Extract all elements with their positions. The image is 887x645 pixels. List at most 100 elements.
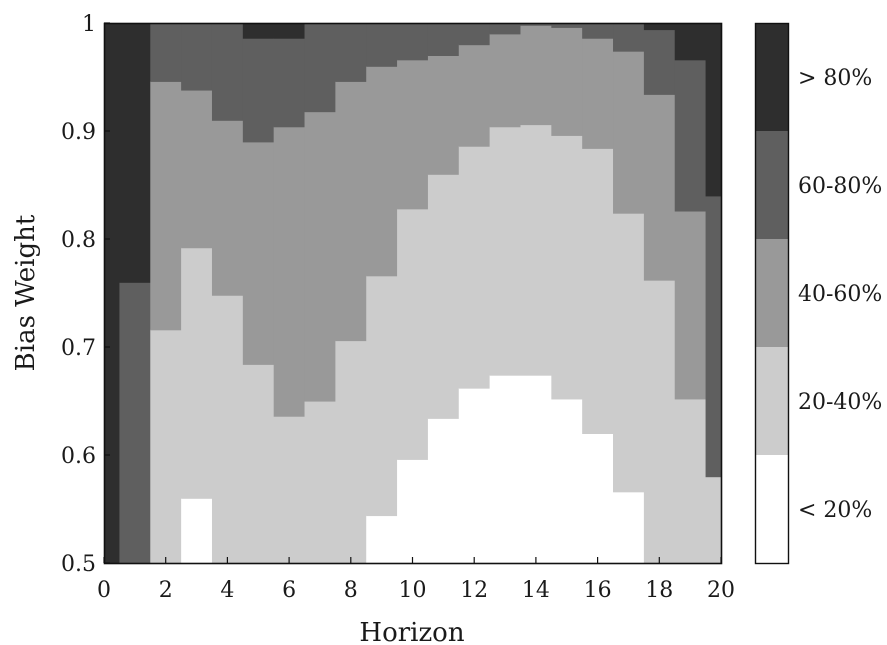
heatmap-cell (551, 398, 583, 564)
heatmap-cell (150, 23, 182, 82)
heatmap-cell (643, 29, 676, 95)
heatmap-cell (551, 135, 583, 400)
heatmap-cell (304, 111, 336, 402)
heatmap-cell (458, 146, 491, 389)
heatmap-cell (489, 23, 522, 35)
legend-label: 40-60% (798, 282, 882, 307)
heatmap-cell (366, 515, 398, 564)
heatmap-cell (104, 23, 121, 564)
legend-label: > 80% (798, 66, 872, 91)
heatmap-cell (705, 195, 722, 478)
x-tick-label: 20 (707, 578, 735, 603)
heatmap-cell (582, 23, 614, 39)
heatmap-cell (397, 59, 429, 210)
heatmap-cell (427, 418, 460, 564)
heatmap-cell (304, 23, 336, 113)
legend-swatch (755, 23, 788, 132)
legend-swatch (755, 347, 788, 456)
x-axis-title: Horizon (359, 618, 464, 645)
heatmap-cell (613, 491, 645, 564)
y-tick-label: 0.6 (61, 444, 96, 469)
heatmap-cell (150, 329, 182, 564)
x-tick-label: 16 (584, 578, 612, 603)
x-tick-label: 12 (460, 578, 488, 603)
plot-frame (103, 22, 723, 565)
heatmap-cell (211, 295, 244, 564)
heatmap-cell (458, 388, 491, 564)
heatmap-cell (613, 23, 645, 52)
heatmap-cell (335, 340, 367, 564)
heatmap-cell (181, 498, 213, 564)
heatmap-cell (211, 120, 244, 296)
legend-swatch (755, 455, 788, 564)
x-axis-ticks: 0 2 4 6 8 10 12 14 16 18 20 (97, 557, 735, 603)
heatmap-cell (582, 38, 614, 149)
heatmap-cell (489, 126, 522, 376)
heatmap-cell (242, 141, 275, 365)
legend-swatch (755, 131, 788, 240)
heatmap-cell (489, 375, 522, 564)
heatmap-cell (551, 27, 583, 136)
heatmap-cell (181, 89, 213, 249)
y-tick-label: 0.7 (61, 336, 96, 361)
x-tick-label: 10 (399, 578, 427, 603)
heatmap-cell (273, 126, 306, 417)
heatmap-cell (613, 51, 645, 214)
heatmap-cell (181, 23, 213, 91)
x-tick-label: 0 (97, 578, 111, 603)
heatmap-cell (366, 275, 398, 517)
heatmap-cell (643, 280, 676, 564)
colorbar-frame (754, 22, 790, 565)
legend-swatch (755, 239, 788, 348)
heatmap-cell (458, 44, 491, 147)
heatmap-cell (242, 364, 275, 564)
heatmap-cell (397, 208, 429, 460)
y-tick-label: 0.5 (61, 552, 96, 577)
heatmap-cell (242, 38, 275, 143)
legend-label: 20-40% (798, 390, 882, 415)
legend-label: < 20% (798, 498, 872, 523)
heatmap-cell (674, 210, 707, 400)
heatmap-cell (150, 81, 182, 331)
x-tick-label: 14 (522, 578, 550, 603)
heatmap-cells (104, 23, 722, 564)
heatmap-cell (273, 416, 306, 564)
legend-label: 60-80% (798, 174, 882, 199)
heatmap-cell (489, 33, 522, 128)
heatmap-cell (520, 375, 552, 564)
heatmap-cell (242, 23, 275, 39)
heatmap-cell (705, 476, 722, 564)
heatmap-cell (643, 23, 676, 31)
heatmap-cell (119, 23, 151, 283)
heatmap-cell (520, 23, 552, 26)
x-tick-label: 8 (344, 578, 358, 603)
heatmap-cell (427, 55, 460, 175)
colorbar-legend: > 80% 60-80% 40-60% 20-40% < 20% (754, 22, 882, 565)
heatmap-cell (674, 398, 707, 564)
heatmap-cell (366, 23, 398, 67)
heatmap-cell (366, 66, 398, 277)
heatmap-cell (397, 23, 429, 61)
heatmap-cell (273, 38, 306, 128)
heatmap-cell (427, 23, 460, 56)
y-axis-ticks: 0.5 0.6 0.7 0.8 0.9 1 (61, 12, 110, 577)
heatmap-cell (304, 401, 336, 564)
heatmap-cell (273, 23, 306, 39)
heatmap-cell (613, 213, 645, 493)
heatmap-cell (397, 459, 429, 564)
heatmap-cell (551, 23, 583, 28)
y-tick-label: 1 (82, 12, 96, 37)
heatmap-cell (582, 433, 614, 564)
heatmap-cell (119, 282, 151, 564)
heatmap-cell (674, 23, 707, 61)
heatmap-cell (427, 174, 460, 419)
y-tick-label: 0.9 (61, 120, 96, 145)
x-tick-label: 4 (220, 578, 234, 603)
heatmap-cell (211, 23, 244, 121)
heatmap-cell (181, 247, 213, 499)
x-tick-label: 2 (159, 578, 173, 603)
heatmap-cell (520, 25, 552, 126)
x-tick-label: 18 (645, 578, 673, 603)
x-tick-label: 6 (282, 578, 296, 603)
